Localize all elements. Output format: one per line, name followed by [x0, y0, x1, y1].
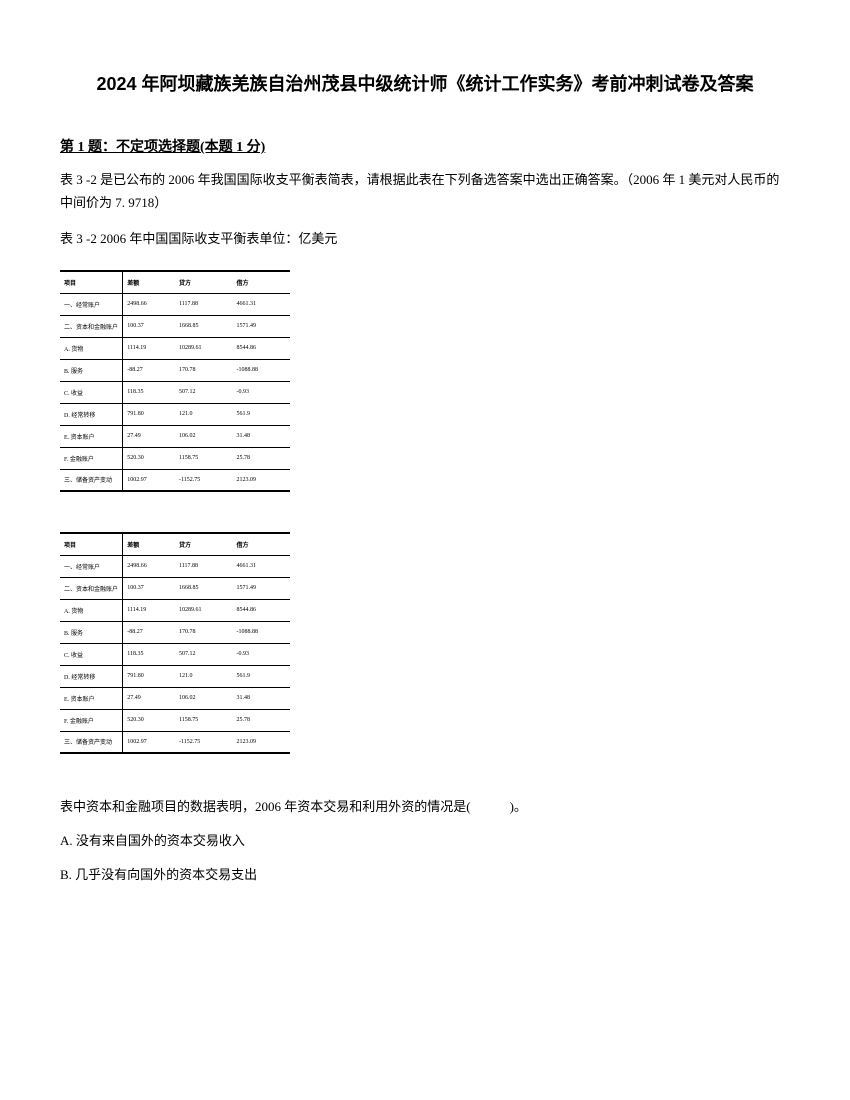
table-cell: F. 金融账户 — [60, 447, 123, 469]
table-cell: -1152.75 — [175, 469, 233, 491]
table-cell: 118.35 — [123, 643, 175, 665]
table-cell: 507.12 — [175, 643, 233, 665]
table-cell: A. 货物 — [60, 599, 123, 621]
answer-prompt: 表中资本和金融项目的数据表明，2006 年资本交易和利用外资的情况是( )。 — [60, 794, 790, 820]
table-header: 贷方 — [175, 533, 233, 555]
table-cell: 561.9 — [232, 403, 290, 425]
table-cell: B. 服务 — [60, 359, 123, 381]
answer-option-b: B. 几乎没有向国外的资本交易支出 — [60, 862, 790, 888]
table-cell: 791.80 — [123, 665, 175, 687]
table-cell: 三、储备资产变动 — [60, 469, 123, 491]
table-cell: 1117.88 — [175, 555, 233, 577]
table-cell: -88.27 — [123, 359, 175, 381]
table-cell: -1088.88 — [232, 359, 290, 381]
table-cell: 1571.49 — [232, 315, 290, 337]
table-cell: 8544.86 — [232, 599, 290, 621]
balance-table-1: 项目 差额 贷方 借方 一、经常账户2498.661117.884661.31 … — [60, 270, 290, 492]
table-cell: 一、经常账户 — [60, 293, 123, 315]
table-cell: 1002.97 — [123, 469, 175, 491]
table-cell: 31.48 — [232, 687, 290, 709]
table-cell: 4661.31 — [232, 555, 290, 577]
table-cell: 106.02 — [175, 425, 233, 447]
table-cell: -88.27 — [123, 621, 175, 643]
table-caption: 表 3 -2 2006 年中国国际收支平衡表单位：亿美元 — [60, 227, 790, 250]
table-cell: 27.49 — [123, 687, 175, 709]
table-cell: E. 资本账户 — [60, 425, 123, 447]
table-cell: -1088.88 — [232, 621, 290, 643]
table-cell: 1114.19 — [123, 599, 175, 621]
table-cell: D. 经常转移 — [60, 403, 123, 425]
table-cell: 2498.66 — [123, 555, 175, 577]
table-cell: 2498.66 — [123, 293, 175, 315]
question-header: 第 1 题：不定项选择题(本题 1 分) — [60, 136, 790, 156]
table-cell: 10289.61 — [175, 599, 233, 621]
table-cell: 2123.09 — [232, 469, 290, 491]
table-cell: 170.78 — [175, 359, 233, 381]
table-cell: 121.0 — [175, 665, 233, 687]
table-cell: 二、资本和金融账户 — [60, 577, 123, 599]
table-header: 差额 — [123, 533, 175, 555]
table-cell: 1158.75 — [175, 447, 233, 469]
table-cell: 106.02 — [175, 687, 233, 709]
table-cell: -0.93 — [232, 643, 290, 665]
table-cell: D. 经常转移 — [60, 665, 123, 687]
answer-option-a: A. 没有来自国外的资本交易收入 — [60, 828, 790, 854]
table-cell: 121.0 — [175, 403, 233, 425]
table-cell: 170.78 — [175, 621, 233, 643]
table-cell: 1117.88 — [175, 293, 233, 315]
table-cell: 25.78 — [232, 447, 290, 469]
table-cell: C. 收益 — [60, 381, 123, 403]
table-cell: 1571.49 — [232, 577, 290, 599]
table-cell: 118.35 — [123, 381, 175, 403]
table-cell: 1114.19 — [123, 337, 175, 359]
table-cell: 507.12 — [175, 381, 233, 403]
table-cell: B. 服务 — [60, 621, 123, 643]
table-cell: F. 金融账户 — [60, 709, 123, 731]
table-header: 借方 — [232, 533, 290, 555]
table-cell: 520.30 — [123, 709, 175, 731]
table-cell: 1668.85 — [175, 315, 233, 337]
table-cell: C. 收益 — [60, 643, 123, 665]
table-cell: 100.37 — [123, 577, 175, 599]
table-cell: 2123.09 — [232, 731, 290, 753]
table-cell: 1668.85 — [175, 577, 233, 599]
table-cell: E. 资本账户 — [60, 687, 123, 709]
table-header: 项目 — [60, 271, 123, 293]
table-header: 贷方 — [175, 271, 233, 293]
table-cell: 25.78 — [232, 709, 290, 731]
table-cell: A. 货物 — [60, 337, 123, 359]
table-cell: -1152.75 — [175, 731, 233, 753]
table-cell: 1002.97 — [123, 731, 175, 753]
table-cell: 561.9 — [232, 665, 290, 687]
table-cell: 4661.31 — [232, 293, 290, 315]
table-cell: 27.49 — [123, 425, 175, 447]
table-cell: 三、储备资产变动 — [60, 731, 123, 753]
table-cell: 二、资本和金融账户 — [60, 315, 123, 337]
table-cell: 100.37 — [123, 315, 175, 337]
table-header: 项目 — [60, 533, 123, 555]
table-cell: 8544.86 — [232, 337, 290, 359]
document-title: 2024 年阿坝藏族羌族自治州茂县中级统计师《统计工作实务》考前冲刺试卷及答案 — [60, 70, 790, 96]
table-cell: 520.30 — [123, 447, 175, 469]
table-cell: 10289.61 — [175, 337, 233, 359]
table-cell: 791.80 — [123, 403, 175, 425]
question-text: 表 3 -2 是已公布的 2006 年我国国际收支平衡表简表，请根据此表在下列备… — [60, 168, 790, 215]
table-header: 借方 — [232, 271, 290, 293]
balance-table-2: 项目 差额 贷方 借方 一、经常账户2498.661117.884661.31 … — [60, 532, 290, 754]
table-cell: -0.93 — [232, 381, 290, 403]
table-cell: 一、经常账户 — [60, 555, 123, 577]
table-cell: 1158.75 — [175, 709, 233, 731]
table-cell: 31.48 — [232, 425, 290, 447]
table-header: 差额 — [123, 271, 175, 293]
